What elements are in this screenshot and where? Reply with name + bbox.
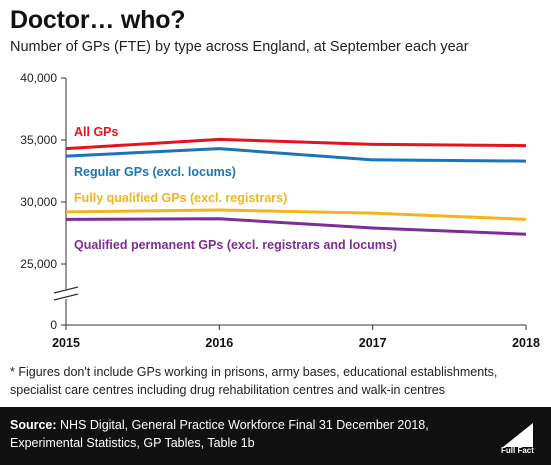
y-tick-label: 40,000 xyxy=(20,71,57,85)
x-tick-label: 2015 xyxy=(52,336,80,350)
x-tick-label: 2016 xyxy=(205,336,233,350)
source-text-line-2: Experimental Statistics, GP Tables, Tabl… xyxy=(10,436,255,450)
x-tick-label: 2018 xyxy=(512,336,540,350)
full-fact-logo: Full Fact xyxy=(501,423,534,455)
series-label-1: All GPs xyxy=(74,125,119,139)
line-chart: 0 25,000 30,000 35,000 40,000 2015 2016 2017 201… xyxy=(20,71,540,350)
series-line-1 xyxy=(65,137,527,151)
series-line-3 xyxy=(65,208,527,221)
series-label-2: Regular GPs (excl. locums) xyxy=(74,165,236,179)
series-label-4: Qualified permanent GPs (excl. registrar… xyxy=(74,238,397,252)
series-line-2 xyxy=(65,147,527,163)
axis-break-mark xyxy=(53,293,79,301)
source-text: Source: NHS Digital, General Practice Wo… xyxy=(10,416,460,452)
source-label: Source: xyxy=(10,418,57,432)
footnote: * Figures don't include GPs working in p… xyxy=(10,363,540,399)
y-tick-label: 0 xyxy=(50,318,57,332)
series-label-3: Fully qualified GPs (excl. registrars) xyxy=(74,191,287,205)
axis-break-mark xyxy=(53,286,79,294)
chart-title: Doctor… who? xyxy=(10,6,186,34)
y-tick-label: 35,000 xyxy=(20,133,57,147)
y-tick-label: 25,000 xyxy=(20,257,57,271)
axis-break-gap xyxy=(54,289,78,299)
footnote-line-2: specialist care centres including drug r… xyxy=(10,383,445,397)
series-line-4 xyxy=(65,217,527,236)
x-tick-label: 2017 xyxy=(359,336,387,350)
footnote-line-1: * Figures don't include GPs working in p… xyxy=(10,365,498,379)
source-footer: Source: NHS Digital, General Practice Wo… xyxy=(0,407,551,465)
y-tick-label: 30,000 xyxy=(20,195,57,209)
svg-text:Full Fact: Full Fact xyxy=(501,446,534,455)
source-text-line-1: NHS Digital, General Practice Workforce … xyxy=(56,418,429,432)
chart-subtitle: Number of GPs (FTE) by type across Engla… xyxy=(10,39,469,55)
